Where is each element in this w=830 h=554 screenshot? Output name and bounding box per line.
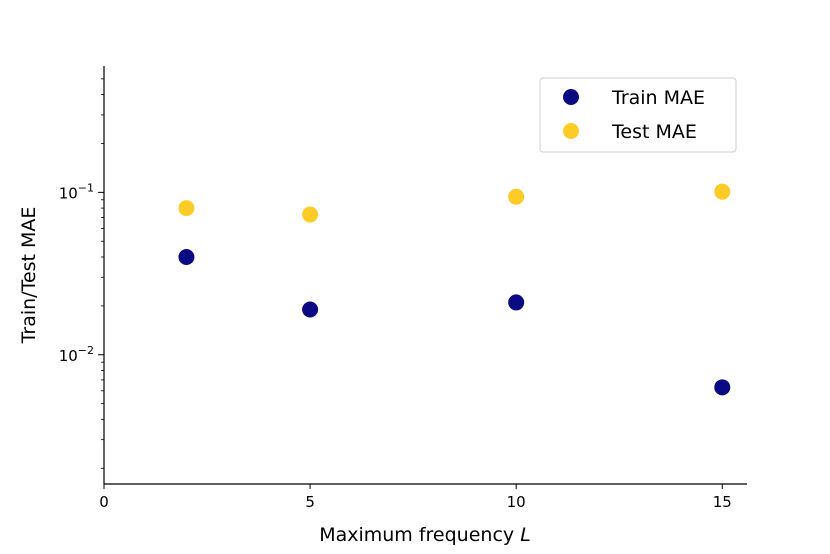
- x-tick-label: 15: [713, 493, 732, 511]
- axes: [103, 66, 747, 485]
- data-points: [178, 183, 731, 396]
- legend-marker: [563, 123, 579, 139]
- y-tick-label: 10−2: [59, 344, 94, 365]
- x-tick-label: 0: [99, 493, 109, 511]
- legend: Train MAE Test MAE: [539, 77, 737, 153]
- y-tick-label: 10−1: [59, 181, 94, 202]
- test-mae-point: [508, 188, 525, 205]
- legend-box: [539, 77, 737, 153]
- test-mae-point: [178, 200, 195, 217]
- x-tick-label: 5: [305, 493, 315, 511]
- y-axis-title: Train/Test MAE: [18, 207, 40, 345]
- test-mae-point: [302, 206, 319, 223]
- train-mae-point: [508, 294, 525, 311]
- legend-marker: [563, 89, 579, 105]
- test-mae-point: [714, 183, 731, 200]
- train-mae-point: [714, 379, 731, 396]
- train-mae-point: [302, 301, 319, 318]
- x-axis-title: Maximum frequency L: [319, 524, 531, 546]
- legend-label: Train MAE: [611, 87, 705, 109]
- legend-label: Test MAE: [611, 121, 697, 143]
- x-tick-label: 10: [507, 493, 526, 511]
- train-mae-point: [178, 248, 195, 265]
